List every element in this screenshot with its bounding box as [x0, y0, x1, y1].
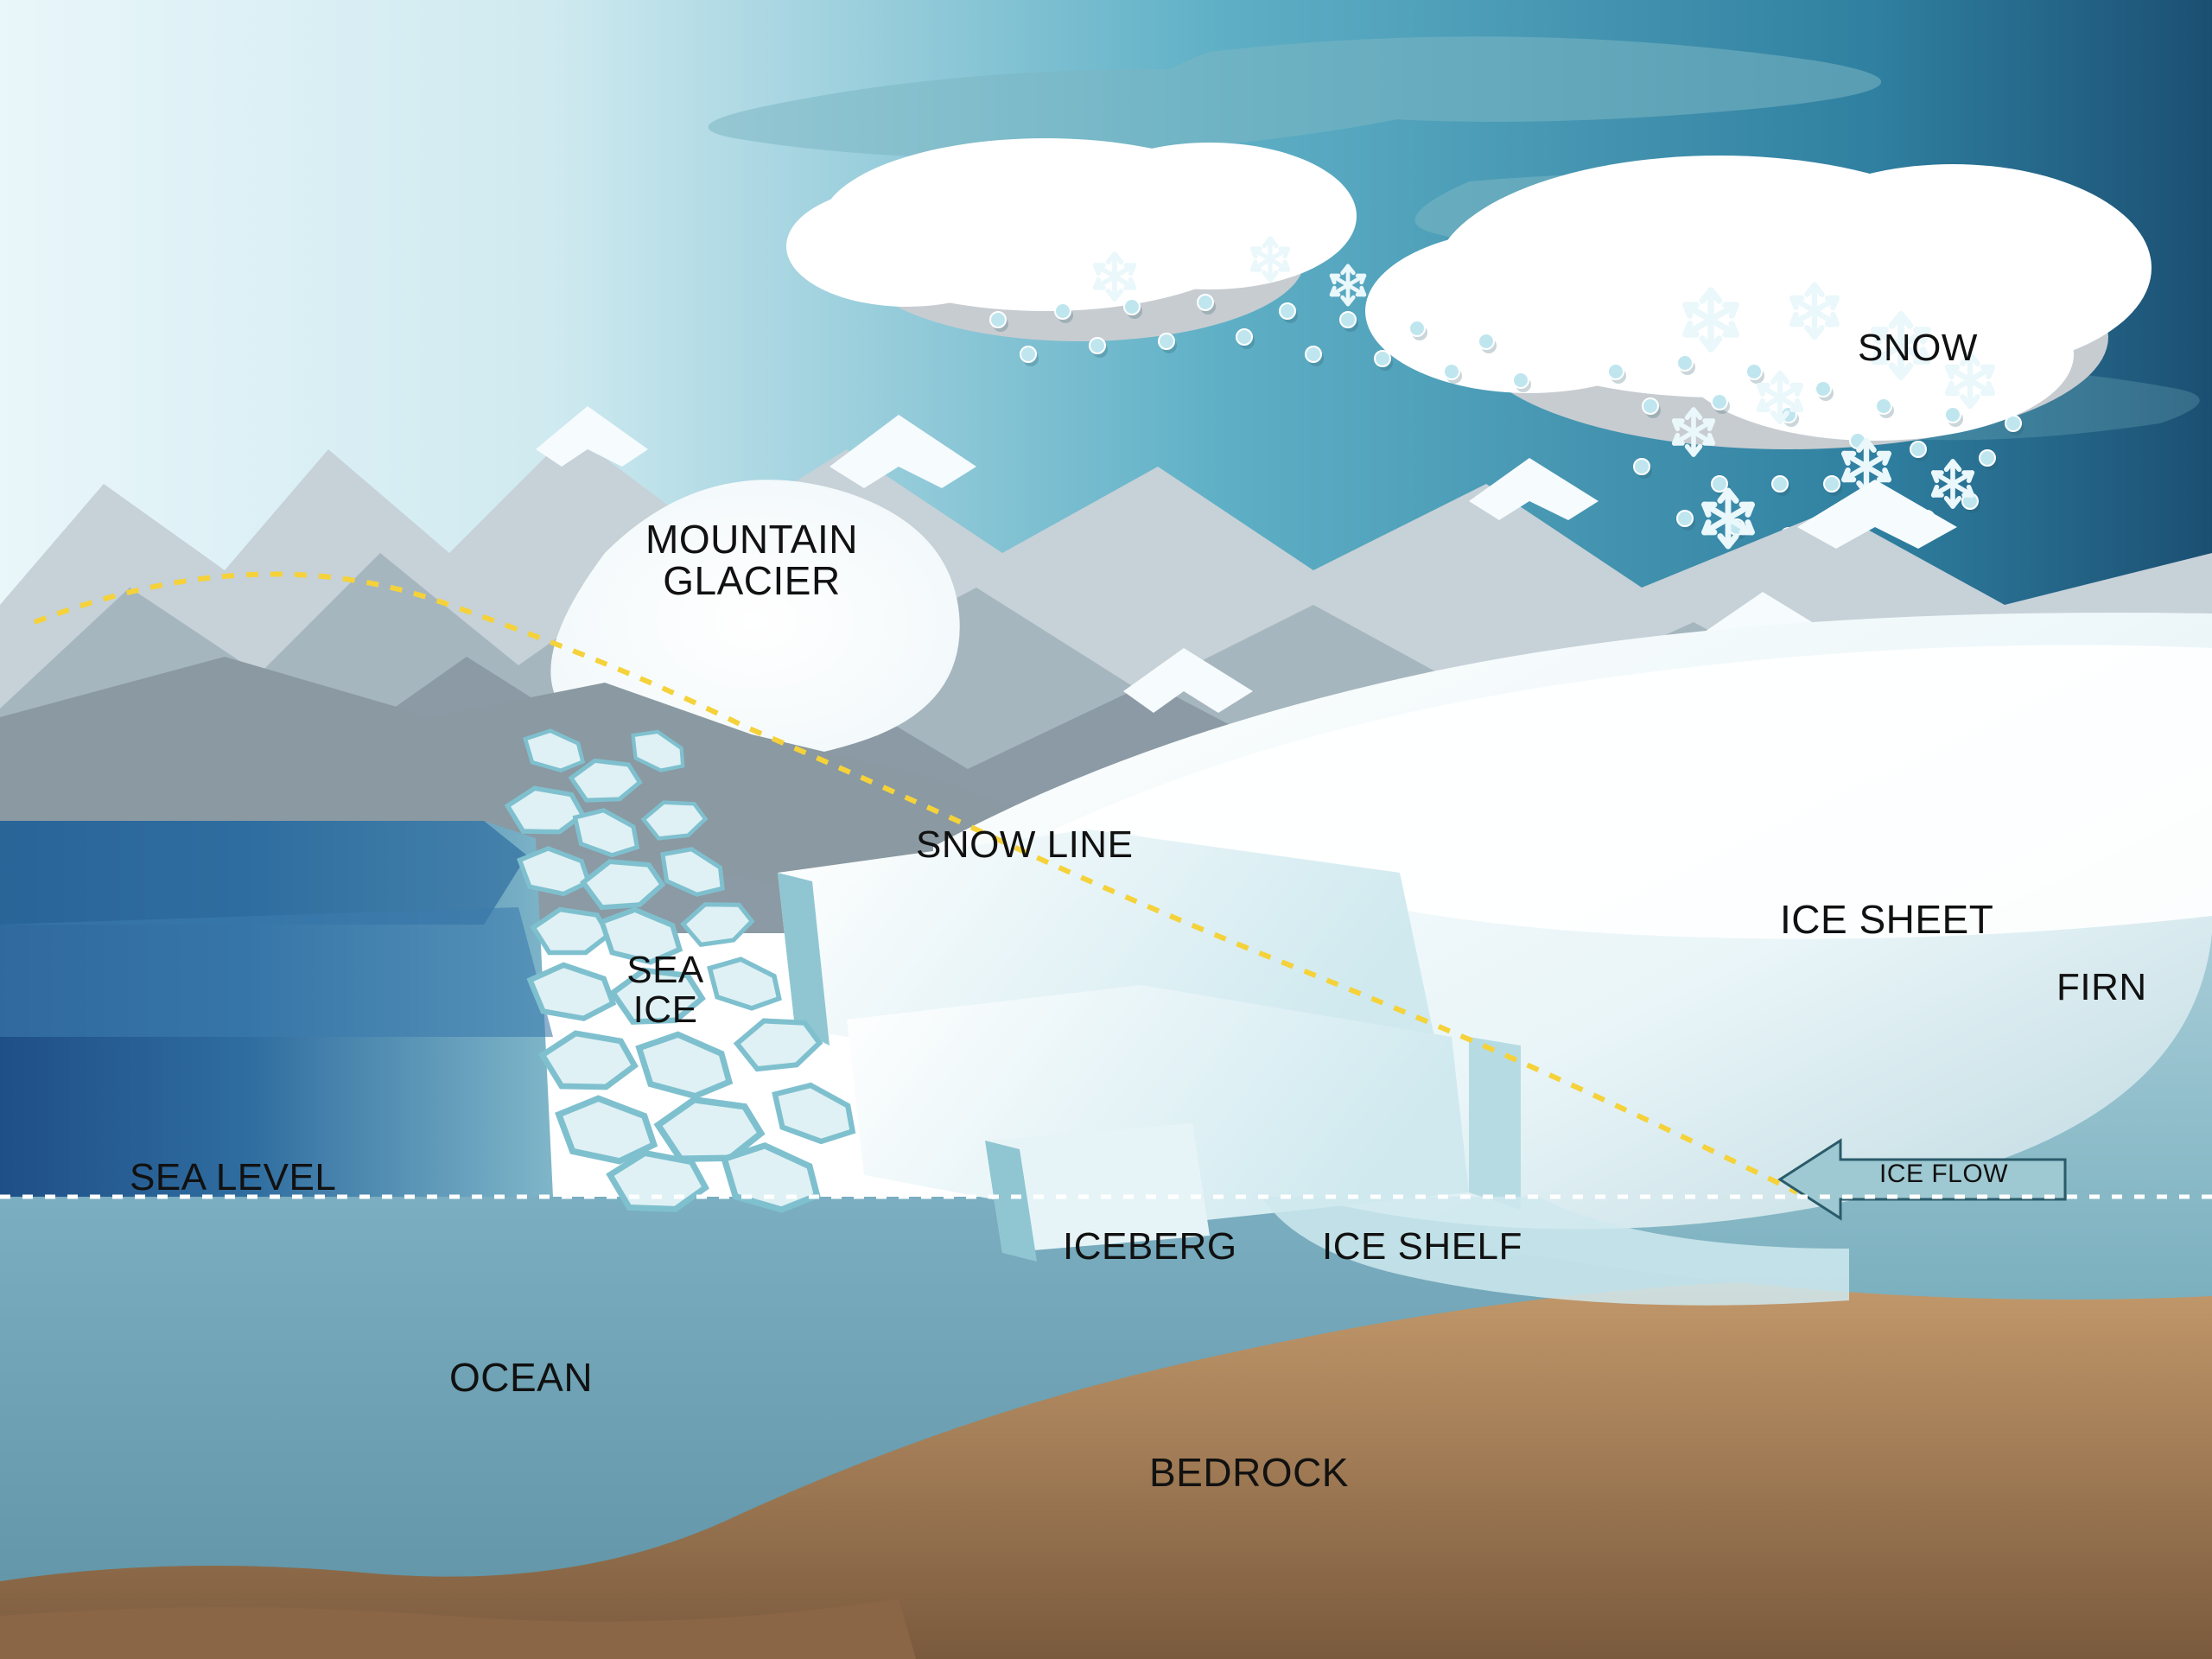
label-ice-shelf: ICE SHELF [1322, 1227, 1522, 1267]
label-ocean: OCEAN [449, 1357, 593, 1398]
label-sea-level: SEA LEVEL [130, 1158, 336, 1198]
label-ice-sheet: ICE SHEET [1780, 899, 1993, 940]
cryosphere-diagram: SNOW MOUNTAIN GLACIER SNOW LINE ICE SHEE… [0, 0, 2212, 1659]
label-mountain-glacier: MOUNTAIN GLACIER [645, 518, 858, 602]
label-snow-line: SNOW LINE [916, 825, 1133, 865]
label-bedrock: BEDROCK [1149, 1452, 1349, 1493]
label-sea-ice: SEA ICE [626, 950, 704, 1030]
label-iceberg: ICEBERG [1063, 1227, 1237, 1267]
label-ice-flow: ICE FLOW [1879, 1160, 2008, 1188]
label-snow: SNOW [1858, 328, 1978, 368]
label-firn: FIRN [2056, 968, 2147, 1007]
